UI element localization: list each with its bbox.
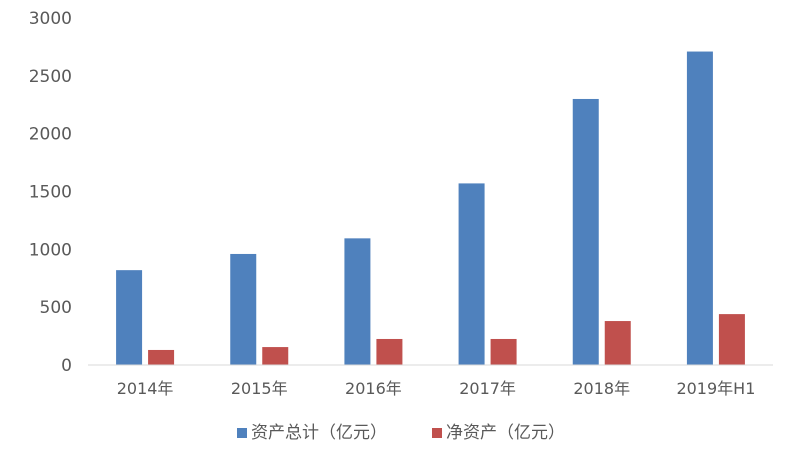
- bar-total-assets-1: [230, 253, 257, 365]
- legend-swatch: [432, 428, 442, 438]
- x-tick-label: 2014年: [117, 379, 174, 398]
- bar-total-assets-2: [344, 238, 371, 365]
- bar-total-assets-5: [686, 51, 713, 365]
- bars: [116, 51, 745, 365]
- x-tick-label: 2019年H1: [676, 379, 755, 398]
- bar-net-assets-4: [604, 321, 631, 365]
- legend-label: 资产总计（亿元）: [251, 423, 387, 443]
- y-tick-label: 1000: [29, 240, 72, 260]
- y-tick-label: 2000: [29, 125, 72, 145]
- bar-total-assets-3: [458, 183, 485, 365]
- bar-net-assets-2: [376, 338, 403, 365]
- bar-net-assets-0: [148, 349, 175, 365]
- y-tick-label: 3000: [29, 9, 72, 29]
- legend: 资产总计（亿元） 净资产（亿元）: [237, 423, 565, 443]
- legend-label: 净资产（亿元）: [446, 423, 565, 443]
- bar-net-assets-5: [718, 314, 745, 365]
- x-axis-ticks: 2014年 2015年 2016年 2017年 2018年 2019年H1: [117, 379, 756, 398]
- x-tick-label: 2018年: [573, 379, 630, 398]
- y-tick-label: 1500: [29, 183, 72, 203]
- bar-total-assets-4: [572, 98, 599, 365]
- bar-total-assets-0: [116, 270, 143, 365]
- bar-net-assets-3: [490, 338, 517, 365]
- y-axis-ticks: 0 500 1000 1500 2000 2500 3000: [29, 9, 72, 376]
- bar-net-assets-1: [262, 347, 289, 365]
- x-tick-label: 2017年: [459, 379, 516, 398]
- y-tick-label: 0: [61, 356, 72, 376]
- y-tick-label: 500: [40, 298, 72, 318]
- y-tick-label: 2500: [29, 67, 72, 87]
- legend-swatch: [237, 428, 247, 438]
- x-tick-label: 2015年: [231, 379, 288, 398]
- x-tick-label: 2016年: [345, 379, 402, 398]
